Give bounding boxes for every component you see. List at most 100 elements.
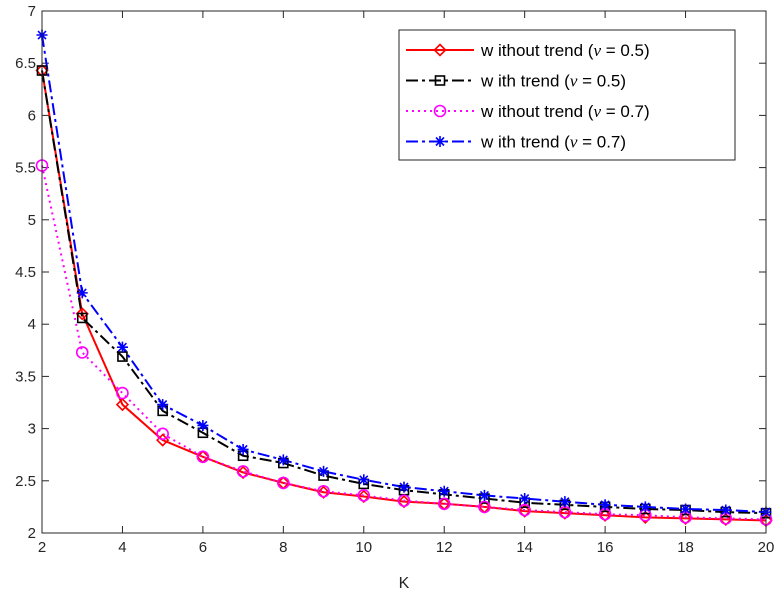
x-tick-label: 20: [758, 539, 774, 556]
data-point: [116, 386, 129, 400]
legend-entry-2: w ith trend (ν = 0.5): [406, 72, 626, 91]
asterisk-strokes: [157, 399, 169, 411]
x-tick-label: 8: [279, 539, 287, 556]
data-point: [680, 503, 692, 515]
legend-marker: [434, 136, 446, 147]
legend-label: w ith trend (ν = 0.7): [480, 133, 626, 152]
data-point: [519, 493, 531, 505]
legend-marker: [433, 104, 447, 118]
data-point: [437, 497, 451, 511]
asterisk-strokes: [398, 481, 410, 493]
data-point: [638, 510, 652, 524]
axes: 2 4 6 8 10 12 14 16 18 20 2 2.5 3 3.5 4 4.5 5 5.5 6 6.5 7: [15, 3, 774, 556]
y-tick-label: 4: [28, 316, 36, 333]
data-point: [76, 312, 88, 324]
y-tick-label: 3.5: [15, 368, 36, 385]
x-tick-label: 18: [677, 539, 694, 556]
data-point: [398, 481, 410, 493]
y-tick-label: 6.5: [15, 55, 36, 72]
data-point: [316, 485, 331, 499]
data-point: [237, 443, 249, 455]
data-point: [598, 508, 612, 522]
data-point: [318, 465, 330, 477]
x-tick-label: 10: [355, 539, 372, 556]
data-point: [156, 427, 169, 441]
data-point: [397, 495, 411, 509]
plot-frame: [41, 10, 767, 534]
data-point: [719, 512, 733, 527]
legend-label: w ith trend (ν = 0.5): [480, 72, 626, 91]
y-tick-label: 2: [28, 525, 36, 542]
legend-entry-3: w ithout trend (ν = 0.7): [406, 102, 650, 121]
legend-box: [398, 29, 736, 161]
data-point: [196, 450, 210, 464]
asterisk-strokes: [599, 499, 611, 511]
data-point: [75, 346, 89, 359]
asterisk-strokes: [76, 287, 88, 299]
data-point: [197, 419, 209, 431]
asterisk-strokes: [559, 496, 571, 508]
asterisk-strokes: [680, 503, 692, 515]
x-tick-label: 12: [436, 539, 453, 556]
asterisk-strokes: [478, 489, 490, 501]
legend-marker: [434, 75, 446, 86]
data-point: [720, 504, 732, 516]
data-point: [599, 499, 611, 511]
asterisk-strokes: [720, 504, 732, 516]
asterisk-strokes: [639, 501, 651, 513]
x-axis-label: K: [399, 575, 410, 592]
y-tick-label: 7: [28, 3, 36, 20]
asterisk-strokes: [237, 443, 249, 455]
legend-entry-4: w ith trend (ν = 0.7): [406, 133, 626, 152]
y-tick-label: 3: [28, 421, 36, 438]
data-point: [357, 489, 371, 504]
asterisk-strokes: [519, 493, 531, 505]
data-point: [518, 503, 531, 517]
data-point: [518, 504, 532, 518]
asterisk-strokes: [318, 465, 330, 477]
y-tick-label: 6: [28, 107, 36, 124]
legend: w ithout trend (ν = 0.5) w ith trend (ν =…: [398, 29, 736, 161]
series-line-3: [41, 165, 767, 521]
data-point: [236, 465, 250, 478]
legend-label: w ithout trend (ν = 0.5): [480, 41, 650, 60]
asterisk-strokes: [277, 454, 289, 466]
y-tick-label: 4.5: [15, 264, 36, 281]
legend-marker: [433, 43, 447, 57]
data-point: [116, 341, 128, 353]
data-point: [277, 476, 290, 490]
data-point: [317, 484, 330, 498]
data-point: [236, 465, 250, 480]
x-tick-label: 2: [38, 539, 46, 556]
x-tick-label: 4: [118, 539, 126, 556]
data-point: [115, 397, 130, 412]
data-point: [75, 307, 89, 321]
y-tick-label: 2.5: [15, 473, 36, 490]
data-point: [558, 506, 572, 520]
data-point: [478, 500, 491, 514]
legend-label: w ithout trend (ν = 0.7): [480, 102, 650, 121]
asterisk-strokes: [116, 341, 128, 353]
data-point: [397, 494, 411, 507]
y-tick-label: 5.5: [15, 160, 36, 177]
data-point: [357, 489, 371, 502]
data-point: [678, 511, 693, 526]
data-point: [478, 489, 490, 501]
data-point: [358, 474, 370, 486]
data-point: [639, 501, 651, 513]
data-point: [76, 287, 88, 299]
markers-layer: [35, 29, 773, 528]
data-point: [277, 454, 289, 466]
data-point: [559, 496, 571, 508]
data-point: [438, 485, 450, 497]
asterisk-strokes: [197, 419, 209, 431]
asterisk-strokes: [358, 474, 370, 486]
data-point: [157, 399, 169, 411]
asterisk-strokes: [434, 136, 446, 147]
asterisk-strokes: [438, 485, 450, 497]
y-tick-label: 5: [28, 212, 36, 229]
x-tick-label: 14: [516, 539, 533, 556]
x-tick-label: 6: [199, 539, 207, 556]
x-tick-label: 16: [597, 539, 614, 556]
